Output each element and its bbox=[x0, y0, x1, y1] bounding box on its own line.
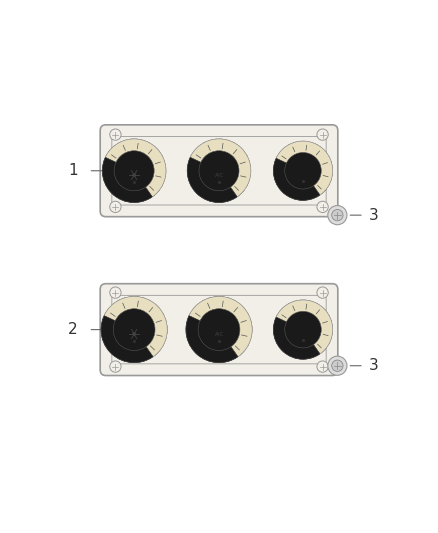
Circle shape bbox=[198, 309, 240, 351]
FancyBboxPatch shape bbox=[100, 284, 338, 376]
Wedge shape bbox=[186, 316, 238, 362]
Wedge shape bbox=[104, 296, 167, 357]
Circle shape bbox=[186, 296, 252, 362]
Wedge shape bbox=[273, 158, 320, 200]
Text: A/C: A/C bbox=[215, 332, 223, 336]
Text: 1: 1 bbox=[68, 163, 78, 178]
Wedge shape bbox=[190, 139, 251, 197]
Circle shape bbox=[332, 209, 343, 221]
Circle shape bbox=[101, 296, 167, 362]
Wedge shape bbox=[187, 157, 237, 203]
Wedge shape bbox=[189, 296, 252, 357]
Text: 2: 2 bbox=[68, 322, 78, 337]
Circle shape bbox=[273, 141, 332, 200]
Circle shape bbox=[102, 139, 166, 203]
Circle shape bbox=[285, 152, 321, 189]
Circle shape bbox=[199, 151, 239, 191]
Wedge shape bbox=[105, 139, 166, 197]
Circle shape bbox=[114, 151, 154, 191]
FancyBboxPatch shape bbox=[100, 125, 338, 217]
Circle shape bbox=[110, 361, 121, 372]
Wedge shape bbox=[276, 300, 332, 354]
Circle shape bbox=[273, 300, 332, 359]
Circle shape bbox=[132, 173, 136, 177]
Text: 3: 3 bbox=[369, 208, 379, 223]
Circle shape bbox=[285, 311, 321, 348]
Circle shape bbox=[110, 287, 121, 298]
Wedge shape bbox=[273, 317, 320, 359]
Circle shape bbox=[317, 201, 328, 213]
Wedge shape bbox=[102, 157, 152, 203]
Circle shape bbox=[110, 201, 121, 213]
Circle shape bbox=[132, 332, 136, 336]
Circle shape bbox=[110, 129, 121, 140]
Circle shape bbox=[317, 287, 328, 298]
Text: 3: 3 bbox=[369, 358, 379, 373]
Circle shape bbox=[328, 356, 347, 375]
Circle shape bbox=[317, 129, 328, 140]
Circle shape bbox=[328, 206, 347, 225]
Wedge shape bbox=[101, 316, 153, 362]
Text: A/C: A/C bbox=[215, 173, 223, 177]
Wedge shape bbox=[276, 141, 332, 195]
Circle shape bbox=[187, 139, 251, 203]
Circle shape bbox=[332, 360, 343, 372]
Circle shape bbox=[317, 361, 328, 372]
Circle shape bbox=[113, 309, 155, 351]
